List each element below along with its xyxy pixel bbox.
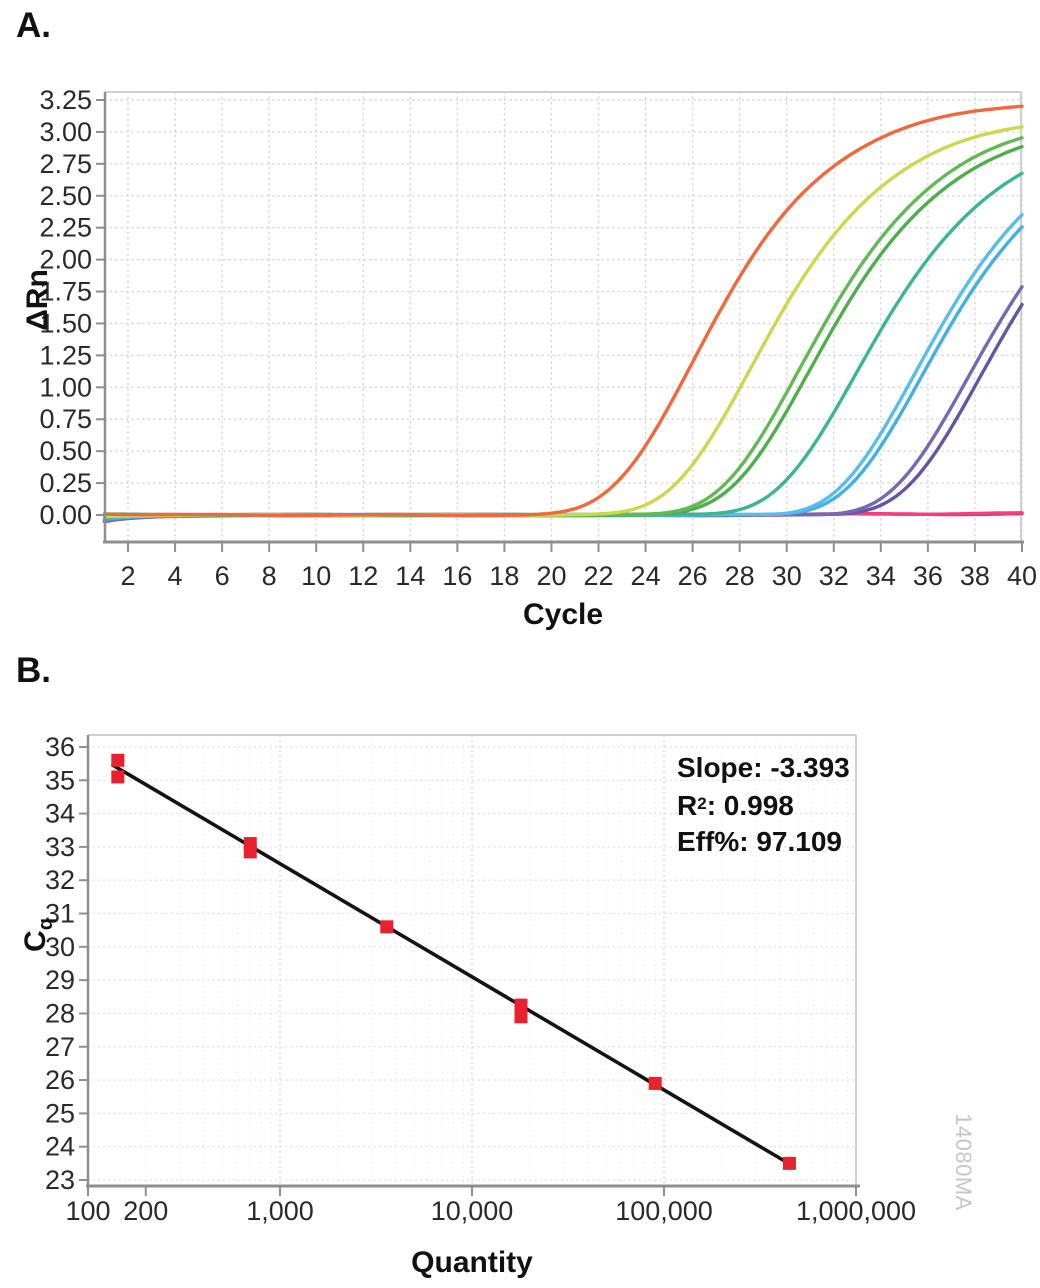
panel-a-x-tick-label: 40 bbox=[1007, 561, 1037, 591]
amplification-curve-teal bbox=[102, 171, 1024, 518]
amplification-curve-orange bbox=[102, 104, 1024, 518]
data-point bbox=[782, 1156, 796, 1170]
panel-a-x-tick-label: 34 bbox=[866, 561, 896, 591]
panel-b-x-tick-label: 200 bbox=[123, 1196, 168, 1226]
panel-a-x-tick-label: 24 bbox=[631, 561, 661, 591]
data-point bbox=[243, 845, 257, 859]
panel-a-x-tick-label: 26 bbox=[678, 561, 708, 591]
panel-a-x-tick-label: 20 bbox=[536, 561, 566, 591]
panel-a-y-tick-label: 2.25 bbox=[39, 213, 92, 243]
panel-a-x-tick-label: 22 bbox=[583, 561, 613, 591]
panel-b-y-tick-label: 30 bbox=[45, 932, 75, 962]
amplification-plot: 0.000.250.500.751.001.251.501.752.002.25… bbox=[39, 85, 1037, 591]
amplification-curves bbox=[102, 104, 1024, 524]
panel-b-y-tick-label: 26 bbox=[45, 1065, 75, 1095]
panel-a-y-tick-label: 0.75 bbox=[39, 404, 92, 434]
panel-a-y-tick-label: 3.25 bbox=[39, 85, 92, 115]
panel-a-y-axis-title: ΔRn bbox=[21, 269, 54, 331]
panel-a-x-tick-label: 18 bbox=[489, 561, 519, 591]
regression-line bbox=[111, 763, 795, 1168]
panel-b-plot-border bbox=[88, 734, 857, 1185]
amplification-curve-blue-2 bbox=[102, 225, 1024, 521]
data-point bbox=[514, 1010, 528, 1024]
stat-slope: Slope: -3.393 bbox=[677, 752, 850, 783]
amplification-curve-purple-2 bbox=[102, 302, 1024, 520]
panel-b-y-tick-label: 27 bbox=[45, 1032, 75, 1062]
standard-curve-points bbox=[111, 753, 796, 1170]
panel-a-y-tick-label: 1.00 bbox=[39, 372, 92, 402]
stat-efficiency: Eff%: 97.109 bbox=[677, 826, 842, 857]
panel-a-y-tick-label: 0.50 bbox=[39, 436, 92, 466]
panel-b-y-tick-label: 33 bbox=[45, 832, 75, 862]
watermark-text: 14080MA bbox=[951, 1113, 976, 1211]
panel-a-x-tick-label: 14 bbox=[395, 561, 425, 591]
panel-a-x-tick-label: 16 bbox=[442, 561, 472, 591]
panel-a-x-tick-label: 32 bbox=[819, 561, 849, 591]
panel-a-y-tick-label: 1.25 bbox=[39, 340, 92, 370]
panel-b-y-tick-label: 36 bbox=[45, 732, 75, 762]
panel-a-x-axis-title: Cycle bbox=[522, 598, 604, 631]
panel-a-x-tick-label: 38 bbox=[960, 561, 990, 591]
panel-a-x-tick-label: 6 bbox=[215, 561, 230, 591]
panel-a-y-tick-label: 0.25 bbox=[39, 468, 92, 498]
panel-b-axes bbox=[79, 735, 860, 1196]
panel-b-x-tick-label: 10,000 bbox=[431, 1196, 514, 1226]
panel-b-y-tick-label: 35 bbox=[45, 765, 75, 795]
panel-b-x-tick-label: 100,000 bbox=[615, 1196, 713, 1226]
panel-a-x-tick-label: 12 bbox=[348, 561, 378, 591]
data-point bbox=[514, 998, 528, 1012]
data-point bbox=[111, 753, 125, 767]
panel-a-x-tick-label: 10 bbox=[301, 561, 331, 591]
panel-a-x-tick-label: 28 bbox=[725, 561, 755, 591]
panel-b-y-tick-label: 24 bbox=[45, 1132, 75, 1162]
panel-a-x-tick-label: 4 bbox=[168, 561, 183, 591]
panel-a-plot-border bbox=[105, 91, 1022, 541]
stat-r-squared: R2: 0.998 bbox=[677, 790, 794, 821]
panel-a-x-tick-label: 36 bbox=[913, 561, 943, 591]
panel-b-x-axis-title: Quantity bbox=[411, 1246, 533, 1279]
panel-a-y-tick-label: 2.50 bbox=[39, 181, 92, 211]
regression-stats: Slope: -3.393 R2: 0.998 Eff%: 97.109 bbox=[677, 750, 850, 860]
data-point bbox=[380, 920, 394, 934]
panel-a-y-tick-label: 1.50 bbox=[39, 308, 92, 338]
panel-a-axes bbox=[96, 92, 1024, 552]
panel-a-y-tick-label: 3.00 bbox=[39, 117, 92, 147]
panel-b-y-tick-label: 28 bbox=[45, 998, 75, 1028]
panel-a-y-tick-label: 0.00 bbox=[39, 500, 92, 530]
cq-label-sub: q bbox=[35, 918, 57, 931]
panel-a-label: A. bbox=[16, 6, 51, 45]
panel-a-x-tick-label: 30 bbox=[772, 561, 802, 591]
panel-b-y-tick-label: 25 bbox=[45, 1098, 75, 1128]
panel-b-y-axis-title: Cq bbox=[16, 865, 57, 1005]
panel-b-x-tick-label: 100 bbox=[65, 1196, 110, 1226]
data-point bbox=[648, 1076, 662, 1090]
panel-b-y-tick-label: 23 bbox=[45, 1165, 75, 1195]
amplification-curve-green-2 bbox=[102, 145, 1024, 519]
panel-a-x-tick-label: 2 bbox=[120, 561, 135, 591]
panel-b-x-tick-label: 1,000,000 bbox=[796, 1196, 916, 1226]
data-point bbox=[111, 770, 125, 784]
panel-a-y-tick-label: 2.00 bbox=[39, 245, 92, 275]
cq-label-base: C bbox=[19, 930, 52, 952]
panel-b-label: B. bbox=[16, 651, 51, 690]
panel-b-y-tick-label: 32 bbox=[45, 865, 75, 895]
panel-b-y-tick-label: 29 bbox=[45, 965, 75, 995]
panel-b-x-tick-label: 1,000 bbox=[246, 1196, 314, 1226]
panel-a-y-tick-label: 1.75 bbox=[39, 277, 92, 307]
panel-b-y-tick-label: 34 bbox=[45, 799, 75, 829]
panel-a-y-tick-label: 2.75 bbox=[39, 149, 92, 179]
panel-b-y-tick-label: 31 bbox=[45, 899, 75, 929]
panel-b-grid bbox=[87, 734, 857, 1186]
panel-a-grid bbox=[104, 91, 1023, 542]
panel-a-x-tick-label: 8 bbox=[262, 561, 277, 591]
